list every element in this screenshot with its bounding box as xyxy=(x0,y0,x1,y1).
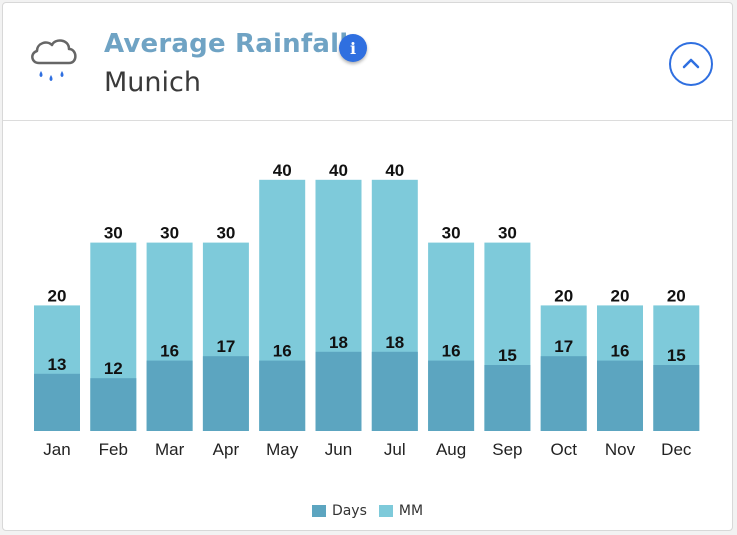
data-label-mm-jul: 40 xyxy=(385,161,404,180)
data-label-mm-jun: 40 xyxy=(329,161,348,180)
tick-label-feb: Feb xyxy=(99,440,128,459)
data-label-days-aug: 16 xyxy=(442,342,461,361)
legend-label-days: Days xyxy=(331,503,367,519)
bar-days-may[interactable] xyxy=(259,360,306,431)
legend-item-mm[interactable]: MM xyxy=(378,503,424,519)
tick-label-nov: Nov xyxy=(605,440,636,459)
data-label-mm-nov: 20 xyxy=(611,286,630,305)
legend-swatch-days xyxy=(311,505,326,517)
data-label-mm-may: 40 xyxy=(273,161,292,180)
data-label-days-nov: 16 xyxy=(611,342,630,361)
data-label-days-feb: 12 xyxy=(104,359,123,378)
bar-days-jul[interactable] xyxy=(371,351,418,431)
bar-days-mar[interactable] xyxy=(146,360,193,431)
tick-label-apr: Apr xyxy=(213,440,240,459)
info-icon[interactable]: i xyxy=(339,34,367,62)
bar-days-oct[interactable] xyxy=(540,356,587,431)
data-label-mm-feb: 30 xyxy=(104,224,123,243)
legend-swatch-mm xyxy=(378,505,393,517)
tick-label-dec: Dec xyxy=(661,440,692,459)
data-label-days-jul: 18 xyxy=(385,333,404,352)
legend-item-days[interactable]: Days xyxy=(311,503,367,519)
data-label-days-jun: 18 xyxy=(329,333,348,352)
bar-days-feb[interactable] xyxy=(90,378,137,431)
tick-label-jul: Jul xyxy=(384,440,406,459)
bar-days-jan[interactable] xyxy=(34,373,80,431)
data-label-mm-jan: 20 xyxy=(48,286,67,305)
bar-days-jun[interactable] xyxy=(315,351,362,431)
data-label-days-jan: 13 xyxy=(48,355,67,374)
card-header: Average Rainfall Munich i xyxy=(3,3,732,121)
tick-label-oct: Oct xyxy=(550,440,577,459)
tick-label-jan: Jan xyxy=(43,440,70,459)
tick-label-mar: Mar xyxy=(155,440,185,459)
legend-label-mm: MM xyxy=(398,503,424,519)
data-label-days-apr: 17 xyxy=(216,337,235,356)
data-label-days-sep: 15 xyxy=(498,346,517,365)
page-title: Average Rainfall xyxy=(104,29,349,59)
tick-label-may: May xyxy=(266,440,299,459)
bar-days-sep[interactable] xyxy=(484,365,531,431)
chevron-up-icon xyxy=(682,58,700,69)
tick-label-sep: Sep xyxy=(492,440,522,459)
data-label-days-mar: 16 xyxy=(160,342,179,361)
data-label-days-may: 16 xyxy=(273,342,292,361)
data-label-mm-mar: 30 xyxy=(160,224,179,243)
tick-label-aug: Aug xyxy=(436,440,466,459)
chart-legend: Days MM xyxy=(3,503,732,519)
bar-days-dec[interactable] xyxy=(653,365,700,431)
bar-days-nov[interactable] xyxy=(597,360,643,431)
data-label-mm-sep: 30 xyxy=(498,224,517,243)
rainfall-chart: 20 13 Jan 30 12 Feb 30 16 Mar 30 17 Apr 40 16 May 40 18 J… xyxy=(34,161,700,459)
data-label-mm-apr: 30 xyxy=(216,224,235,243)
collapse-button[interactable] xyxy=(669,42,713,86)
bar-days-apr[interactable] xyxy=(202,356,249,431)
tick-label-jun: Jun xyxy=(325,440,352,459)
data-label-mm-aug: 30 xyxy=(442,224,461,243)
data-label-mm-dec: 20 xyxy=(667,286,686,305)
data-label-days-oct: 17 xyxy=(554,337,573,356)
bar-days-aug[interactable] xyxy=(428,360,475,431)
data-label-days-dec: 15 xyxy=(667,346,686,365)
data-label-mm-oct: 20 xyxy=(554,286,573,305)
cloud-rain-icon xyxy=(31,39,77,81)
city-name: Munich xyxy=(104,67,201,98)
